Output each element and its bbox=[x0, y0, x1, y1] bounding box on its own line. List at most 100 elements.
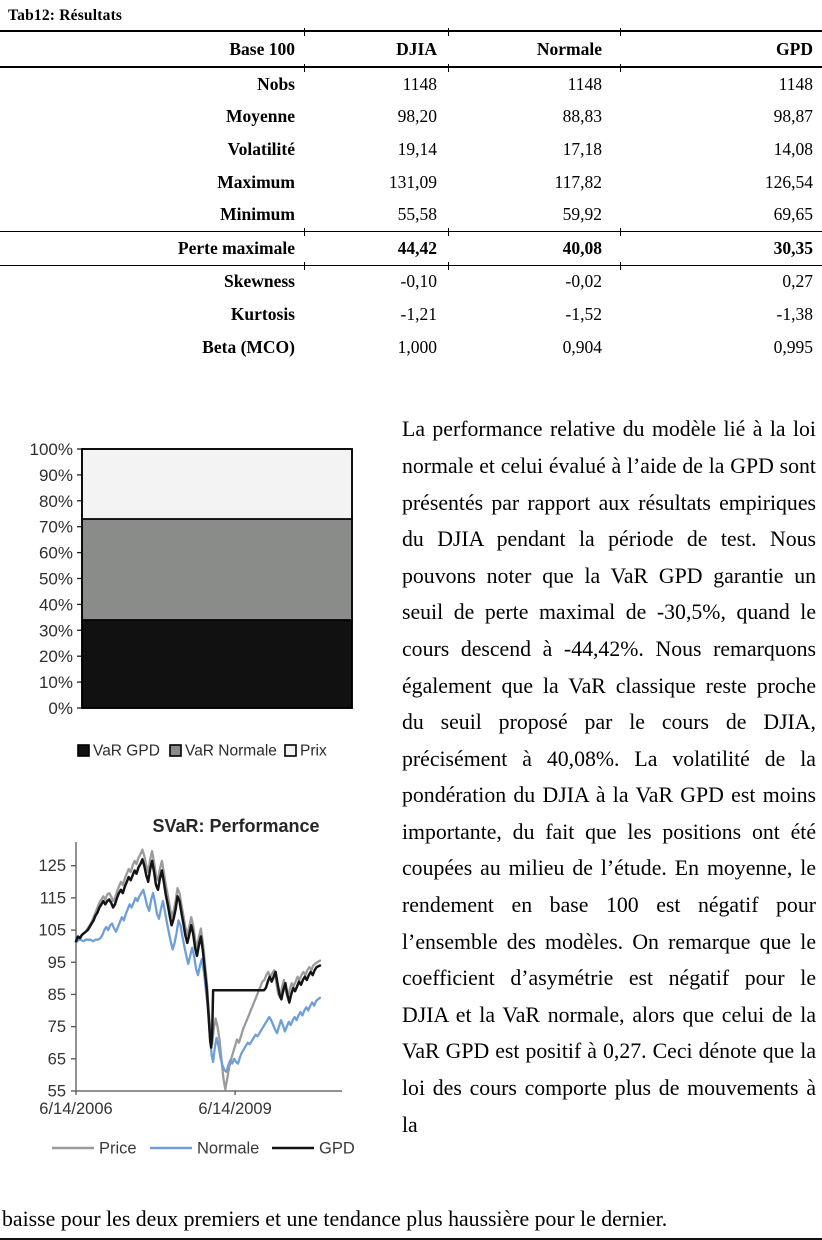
legend-label: VaR Normale bbox=[185, 743, 277, 760]
figures-column: 0% 10% 20% 30% 40% 50% 60% 70% 80% 90% 100% VaR GPD… bbox=[0, 411, 402, 1201]
cell-value: 55,58 bbox=[397, 204, 437, 225]
cell-value: -1,21 bbox=[400, 303, 437, 324]
bar-segment-var-gpd bbox=[81, 619, 353, 710]
svar-performance-chart: SVaR: Performance 55 65 75 85 95 105 115 125 6/14… bbox=[18, 804, 402, 1171]
svg-text:115: 115 bbox=[40, 890, 66, 908]
cell-value: 0,995 bbox=[773, 336, 813, 357]
legend-label: Price bbox=[99, 1140, 137, 1158]
legend-label: GPD bbox=[319, 1140, 355, 1158]
svg-text:100%: 100% bbox=[30, 440, 73, 459]
legend-swatch bbox=[284, 744, 297, 758]
svar-performance-chart-svg: SVaR: Performance 55 65 75 85 95 105 115 125 6/14… bbox=[38, 816, 355, 1158]
svg-text:105: 105 bbox=[38, 922, 66, 940]
row-label: Nobs bbox=[257, 73, 295, 94]
cell-value: 126,54 bbox=[764, 171, 813, 192]
svg-text:0%: 0% bbox=[48, 699, 73, 718]
cell-value: 0,904 bbox=[562, 336, 602, 357]
cell-value: 40,08 bbox=[562, 237, 602, 258]
x-tick-label: 6/14/2006 bbox=[39, 1100, 112, 1118]
cell-value: 117,82 bbox=[554, 171, 602, 192]
cell-value: 1,000 bbox=[397, 336, 437, 357]
stacked-bar-chart-svg: 0% 10% 20% 30% 40% 50% 60% 70% 80% 90% 100% VaR GPD… bbox=[30, 440, 353, 760]
table-row: Moyenne 98,20 88,83 98,87 bbox=[0, 101, 822, 134]
line-series bbox=[74, 848, 322, 1091]
cell-value: Normale bbox=[536, 38, 602, 59]
svg-text:10%: 10% bbox=[39, 673, 73, 692]
bar-segment-var-normale bbox=[81, 518, 353, 622]
cell-value: 131,09 bbox=[388, 171, 437, 192]
legend-label: Normale bbox=[197, 1140, 259, 1158]
row-label: Beta (MCO) bbox=[202, 336, 295, 357]
cell-value: -0,10 bbox=[400, 271, 437, 292]
svg-text:65: 65 bbox=[48, 1051, 66, 1069]
legend-label: VaR GPD bbox=[93, 743, 160, 760]
row-label: Minimum bbox=[220, 204, 295, 225]
svg-text:55: 55 bbox=[48, 1083, 66, 1101]
bar-y-axis: 0% 10% 20% 30% 40% 50% 60% 70% 80% 90% 100% bbox=[30, 440, 82, 718]
legend-swatch bbox=[169, 744, 182, 758]
x-tick-label: 6/14/2009 bbox=[198, 1100, 271, 1118]
table-rule bbox=[0, 261, 822, 270]
table-row: Skewness -0,10 -0,02 0,27 bbox=[0, 266, 822, 299]
cell-value: DJIA bbox=[396, 38, 437, 59]
table-row: Nobs 1148 1148 1148 bbox=[0, 68, 822, 101]
line-axes: 55 65 75 85 95 105 115 125 6/14/2006 6/14/2009 bbox=[38, 842, 342, 1118]
svg-text:70%: 70% bbox=[39, 518, 73, 537]
row-label: Volatilité bbox=[227, 138, 295, 159]
row-label: Moyenne bbox=[225, 106, 295, 127]
row-label: Kurtosis bbox=[230, 303, 295, 324]
table-header-row: Base 100 DJIA Normale GPD bbox=[0, 32, 822, 66]
table-row: Volatilité 19,14 17,18 14,08 bbox=[0, 133, 822, 166]
cell-value: GPD bbox=[776, 38, 813, 59]
bar-legend: VaR GPD VaR Normale Prix bbox=[77, 743, 327, 760]
plot-border bbox=[81, 448, 353, 710]
svg-text:95: 95 bbox=[48, 954, 66, 972]
table-row: Maximum 131,09 117,82 126,54 bbox=[0, 166, 822, 199]
row-label: Maximum bbox=[217, 171, 295, 192]
results-table-block: Tab12: Résultats Base 100 DJIA Normale GPD N… bbox=[0, 0, 822, 363]
cell-value: 1148 bbox=[778, 73, 813, 94]
table-rule bbox=[0, 28, 822, 36]
legend-swatch bbox=[77, 744, 90, 758]
svg-text:75: 75 bbox=[48, 1018, 66, 1036]
table-row: Perte maximale 44,42 40,08 30,35 bbox=[0, 232, 822, 265]
series-gpd bbox=[74, 858, 322, 1050]
cell-value: -0,02 bbox=[565, 271, 602, 292]
stacked-bar-chart: 0% 10% 20% 30% 40% 50% 60% 70% 80% 90% 100% VaR GPD… bbox=[20, 427, 402, 776]
svg-text:40%: 40% bbox=[39, 596, 73, 615]
results-table: Base 100 DJIA Normale GPD Nobs 1148 1148 1148 Mo… bbox=[0, 28, 822, 363]
cell-value: 17,18 bbox=[562, 138, 602, 159]
table-rule bbox=[0, 227, 822, 236]
row-label: Perte maximale bbox=[177, 237, 295, 258]
svg-text:85: 85 bbox=[48, 986, 66, 1004]
chart-title: SVaR: Performance bbox=[152, 816, 319, 836]
cell-value: 69,65 bbox=[773, 204, 813, 225]
cell-value: 44,42 bbox=[397, 237, 437, 258]
table-row: Minimum 55,58 59,92 69,65 bbox=[0, 198, 822, 231]
cell-value: 1148 bbox=[567, 73, 602, 94]
cell-value: 1148 bbox=[402, 73, 437, 94]
row-label: Skewness bbox=[224, 271, 295, 292]
cell-value: 88,83 bbox=[562, 106, 602, 127]
svg-text:80%: 80% bbox=[39, 492, 73, 511]
cell-value: 59,92 bbox=[562, 204, 602, 225]
row-label: Base 100 bbox=[229, 38, 295, 59]
table-caption: Tab12: Résultats bbox=[8, 7, 123, 24]
cell-value: 98,87 bbox=[773, 106, 813, 127]
page-bottom-rule bbox=[0, 1238, 822, 1240]
svg-text:90%: 90% bbox=[39, 466, 73, 485]
svg-text:50%: 50% bbox=[39, 570, 73, 589]
cell-value: 19,14 bbox=[397, 138, 437, 159]
svg-text:125: 125 bbox=[38, 858, 66, 876]
table-row: Kurtosis -1,21 -1,52 -1,38 bbox=[0, 298, 822, 331]
cell-value: 14,08 bbox=[773, 138, 813, 159]
table-rule bbox=[0, 64, 822, 72]
svg-text:60%: 60% bbox=[39, 544, 73, 563]
svg-text:20%: 20% bbox=[39, 648, 73, 667]
cell-value: 0,27 bbox=[782, 271, 813, 292]
bar-segments bbox=[81, 448, 353, 710]
cell-value: 98,20 bbox=[397, 106, 437, 127]
cell-value: -1,52 bbox=[565, 303, 602, 324]
cell-value: -1,38 bbox=[776, 303, 813, 324]
legend-label: Prix bbox=[300, 743, 327, 760]
